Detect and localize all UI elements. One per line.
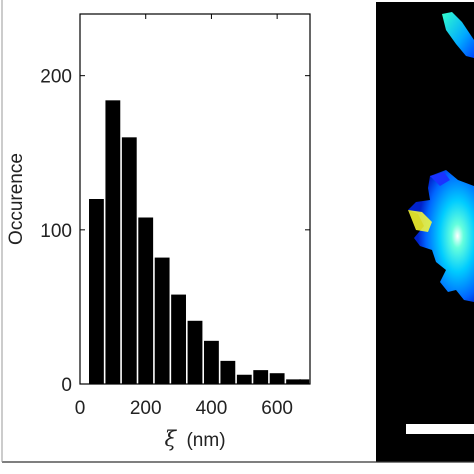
histogram-bar	[220, 360, 236, 384]
histogram-bar	[171, 294, 186, 384]
histogram-bar	[286, 379, 301, 384]
image-feature-yellow	[408, 210, 432, 232]
y-axis-ticks: 0 100 200	[40, 67, 310, 396]
x-axis-ticks: 0 200 400 600	[75, 14, 293, 419]
y-tick-label: 100	[40, 221, 72, 242]
image-feature-top	[442, 12, 474, 58]
x-axis-label: ξ (nm)	[164, 427, 225, 451]
histogram-bar	[89, 199, 104, 384]
histogram-bar	[105, 100, 121, 384]
histogram-bar	[121, 137, 137, 384]
x-axis-unit: (nm)	[186, 430, 225, 451]
image-feature-blob	[408, 170, 474, 302]
image-panel	[376, 2, 474, 462]
histogram-bars	[89, 100, 310, 384]
y-tick-label: 0	[61, 375, 72, 396]
histogram-bar	[269, 373, 285, 384]
histogram-chart: 0 100 200 0 200 400 600 Occurence ξ (nm)	[6, 13, 311, 451]
histogram-bar	[204, 340, 219, 384]
x-tick-label: 400	[196, 398, 228, 419]
histogram-bar	[236, 374, 252, 384]
y-axis-label: Occurence	[6, 153, 27, 245]
histogram-bar	[187, 320, 203, 384]
histogram-bar	[299, 379, 310, 384]
y-tick-label: 200	[40, 67, 72, 88]
histogram-bar	[138, 217, 154, 384]
x-tick-label: 0	[75, 398, 86, 419]
x-axis-symbol: ξ	[164, 427, 177, 451]
histogram-bar	[154, 257, 170, 384]
x-tick-label: 200	[130, 398, 162, 419]
image-feature-edge	[430, 172, 450, 186]
x-tick-label: 600	[261, 398, 293, 419]
scale-bar	[406, 424, 474, 434]
histogram-bar	[253, 370, 269, 384]
plot-frame	[79, 13, 311, 385]
